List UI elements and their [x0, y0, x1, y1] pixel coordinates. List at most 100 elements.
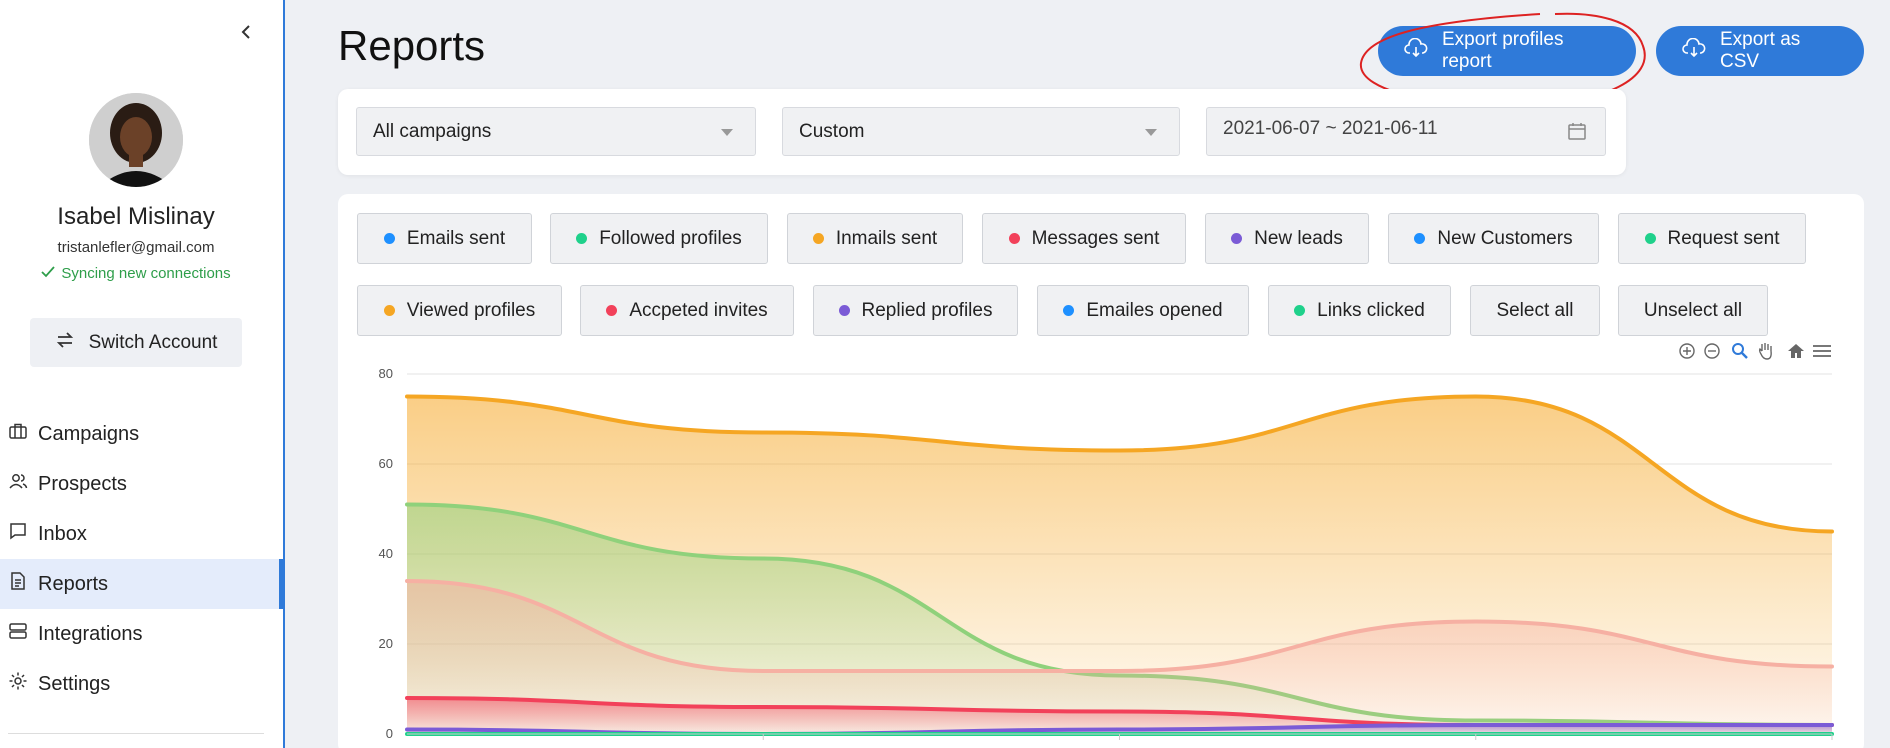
chat-icon [8, 521, 28, 547]
legend-label: New Customers [1437, 227, 1573, 249]
legend-dot [383, 233, 395, 244]
legend-label: Emailes opened [1086, 299, 1223, 321]
sidebar-divider [8, 733, 264, 734]
date-range-value: 2021-06-07 ~ 2021-06-11 [1223, 118, 1438, 139]
export-profiles-label: Export profiles report [1442, 29, 1564, 72]
legend-label: Followed profiles [599, 227, 742, 249]
switch-icon [55, 330, 75, 356]
check-icon [41, 265, 56, 282]
server-icon [8, 621, 28, 647]
legend-label: Messages sent [1031, 227, 1160, 249]
campaign-select[interactable]: All campaigns [356, 107, 756, 156]
sidebar-item-prospects[interactable]: Prospects [0, 459, 283, 509]
reset-home-icon[interactable] [1785, 340, 1807, 362]
sidebar: Isabel Mislinay tristanlefler@gmail.com … [0, 0, 285, 748]
cloud-download-icon [1404, 37, 1428, 64]
sidebar-item-inbox[interactable]: Inbox [0, 509, 283, 559]
chevron-down-icon [721, 129, 733, 136]
legend-new-leads[interactable]: New leads [1205, 213, 1369, 264]
legend-dot [1008, 233, 1020, 244]
legend-inmails-sent[interactable]: Inmails sent [787, 213, 963, 264]
select-all-button[interactable]: Select all [1470, 285, 1600, 336]
legend-label: Accpeted invites [629, 299, 768, 321]
series-line [405, 579, 1834, 673]
legend-label: Links clicked [1317, 299, 1425, 321]
users-icon [8, 471, 28, 497]
series-line [405, 394, 1834, 534]
legend-dot [1294, 305, 1306, 316]
sidebar-item-label: Reports [38, 572, 109, 595]
y-tick-label: 80 [379, 366, 393, 381]
sidebar-item-reports[interactable]: Reports [0, 559, 283, 609]
legend-dot [1231, 233, 1243, 244]
legend-request-sent[interactable]: Request sent [1618, 213, 1806, 264]
selection-zoom-icon[interactable] [1729, 340, 1751, 362]
legend-label: Replied profiles [861, 299, 993, 321]
sidebar-item-integrations[interactable]: Integrations [0, 609, 283, 659]
legend-label: Viewed profiles [406, 299, 536, 321]
legend-dot [1414, 233, 1426, 244]
export-csv-button[interactable]: Export as CSV [1656, 26, 1864, 76]
range-select-value: Custom [799, 120, 865, 142]
document-icon [8, 571, 28, 597]
switch-account-label: Switch Account [88, 331, 218, 353]
legend-dot [576, 233, 588, 244]
avatar [89, 93, 183, 187]
legend-dot [606, 305, 618, 316]
export-csv-label: Export as CSV [1720, 29, 1801, 72]
zoom-out-icon[interactable] [1701, 340, 1723, 362]
legend-dot [1644, 233, 1656, 244]
legend-emails-sent[interactable]: Emails sent [357, 213, 532, 264]
sync-status-text: Syncing new connections [61, 265, 231, 282]
legend-new-customers[interactable]: New Customers [1388, 213, 1599, 264]
user-name: Isabel Mislinay [57, 203, 215, 230]
sidebar-item-settings[interactable]: Settings [0, 659, 283, 709]
y-tick-label: 0 [386, 726, 393, 741]
sync-status: Syncing new connections [0, 265, 272, 282]
sidebar-item-label: Inbox [38, 522, 87, 545]
sidebar-item-label: Integrations [38, 622, 143, 645]
legend-replied-profiles[interactable]: Replied profiles [813, 285, 1018, 336]
briefcase-icon [8, 421, 28, 447]
sidebar-item-label: Campaigns [38, 422, 140, 445]
legend-accepted-invites[interactable]: Accpeted invites [580, 285, 794, 336]
zoom-in-icon[interactable] [1676, 340, 1698, 362]
campaign-select-value: All campaigns [373, 120, 492, 142]
legend-links-clicked[interactable]: Links clicked [1268, 285, 1451, 336]
legend-label: New leads [1254, 227, 1343, 249]
legend-viewed-profiles[interactable]: Viewed profiles [357, 285, 562, 336]
pan-hand-icon[interactable] [1755, 340, 1777, 362]
menu-icon[interactable] [1811, 340, 1833, 362]
unselect-all-label: Unselect all [1643, 299, 1743, 321]
series-area [407, 581, 1832, 734]
calendar-icon [1567, 121, 1587, 147]
filter-card: All campaigns Custom 2021-06-07 ~ 2021-0… [338, 89, 1626, 175]
sidebar-item-campaigns[interactable]: Campaigns [0, 409, 283, 459]
export-profiles-button[interactable]: Export profiles report [1378, 26, 1636, 76]
legend-messages-sent[interactable]: Messages sent [982, 213, 1186, 264]
legend-followed-profiles[interactable]: Followed profiles [550, 213, 768, 264]
legend-label: Request sent [1667, 227, 1780, 249]
legend-dot [838, 305, 850, 316]
legend-label: Emails sent [406, 227, 506, 249]
y-tick-label: 60 [379, 456, 393, 471]
user-email: tristanlefler@gmail.com [57, 239, 215, 256]
legend-dot [1063, 305, 1075, 316]
sidebar-item-label: Settings [38, 672, 111, 695]
legend-dot [383, 305, 395, 316]
legend-dot [812, 233, 824, 244]
unselect-all-button[interactable]: Unselect all [1618, 285, 1768, 336]
range-select[interactable]: Custom [782, 107, 1180, 156]
y-tick-label: 20 [379, 636, 393, 651]
collapse-sidebar-icon[interactable] [236, 22, 256, 42]
chevron-down-icon [1145, 129, 1157, 136]
date-range-picker[interactable]: 2021-06-07 ~ 2021-06-11 [1206, 107, 1606, 156]
cloud-download-icon [1682, 37, 1706, 64]
page-title: Reports [338, 22, 486, 69]
switch-account-button[interactable]: Switch Account [30, 318, 242, 367]
area-chart: 80 60 40 20 0 [379, 366, 1834, 741]
legend-emails-opened[interactable]: Emailes opened [1037, 285, 1249, 336]
sidebar-nav: Campaigns Prospects Inbox Reports Integr… [0, 409, 283, 709]
y-tick-label: 40 [379, 546, 393, 561]
sidebar-item-label: Prospects [38, 472, 127, 495]
